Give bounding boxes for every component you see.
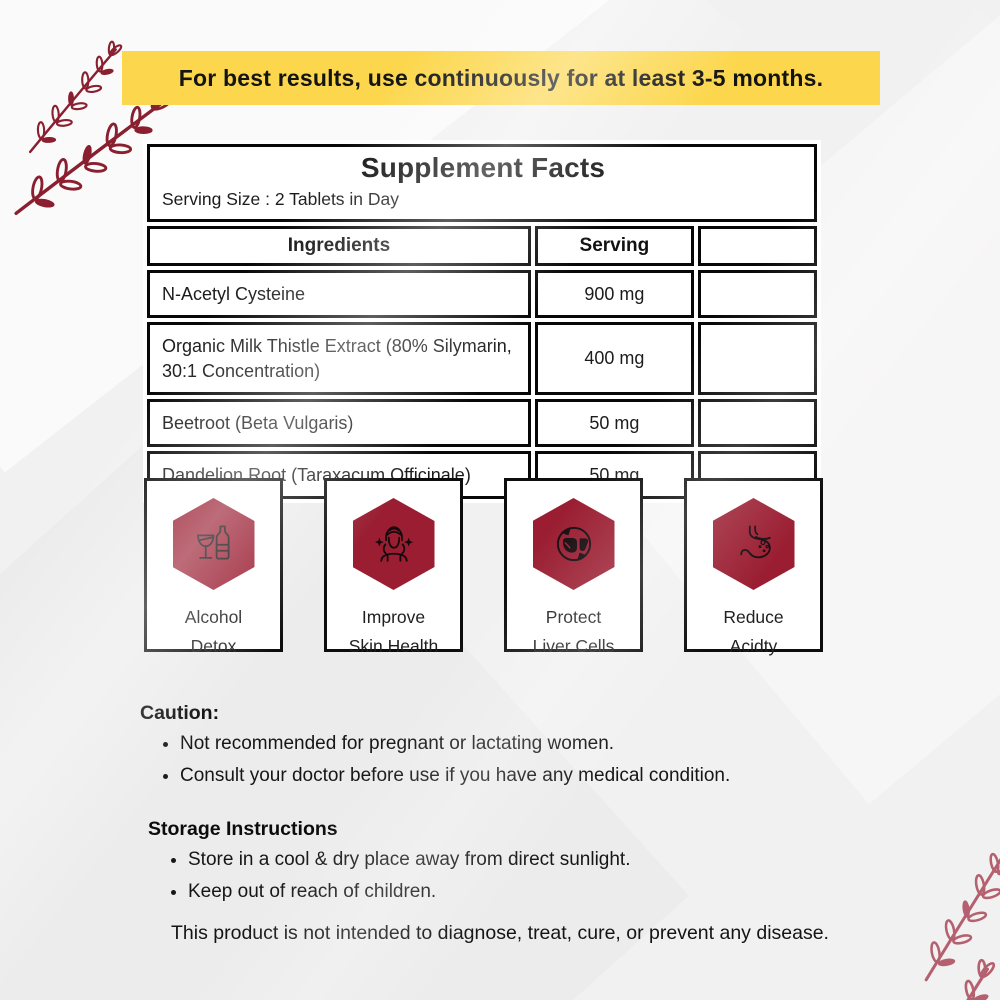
empty-cell [697, 398, 817, 448]
hexagon-badge [352, 498, 435, 590]
supplement-facts-table: Supplement Facts Serving Size : 2 Tablet… [143, 140, 821, 504]
caution-item: Not recommended for pregnant or lactatin… [180, 732, 900, 756]
disclaimer-text: This product is not intended to diagnose… [171, 922, 829, 944]
usage-banner-text: For best results, use continuously for a… [178, 64, 824, 91]
benefit-card-reduce-acidity: Reduce Acidty [684, 478, 823, 656]
ingredient-serving: 400 mg [534, 322, 694, 395]
facts-title: Supplement Facts [360, 152, 606, 183]
storage-item: Keep out of reach of children. [188, 880, 908, 904]
storage-heading: Storage Instructions [148, 818, 338, 840]
hexagon-badge [712, 498, 795, 590]
ingredient-name: N-Acetyl Cysteine [147, 270, 531, 319]
empty-cell [697, 322, 817, 395]
ingredient-name: Organic Milk Thistle Extract (80% Silyma… [147, 322, 531, 395]
benefits-row: Alcohol Detox Improve Skin Hea [144, 478, 823, 656]
benefit-card-improve-skin-health: Improve Skin Health [324, 478, 463, 656]
benefit-card-alcohol-detox: Alcohol Detox [144, 478, 283, 656]
ingredient-name: Beetroot (Beta Vulgaris) [147, 398, 531, 448]
benefit-card-protect-liver-cells: Protect Liver Cells [504, 478, 643, 656]
caution-item: Consult your doctor before use if you ha… [180, 764, 900, 788]
serving-size-text: Serving Size : 2 Tablets in Day [162, 189, 400, 209]
benefit-label: Protect Liver Cells [532, 607, 615, 656]
skincare-woman-icon [374, 526, 413, 562]
column-header-ingredients: Ingredients [147, 226, 531, 266]
empty-cell [697, 270, 817, 319]
benefit-label: Improve Skin Health [348, 607, 439, 656]
caution-heading: Caution: [140, 702, 220, 724]
storage-section: Storage Instructions Store in a cool & d… [148, 818, 908, 912]
column-header-empty [697, 226, 817, 266]
caution-section: Caution: Not recommended for pregnant or… [140, 702, 900, 796]
table-row: N-Acetyl Cysteine 900 mg [147, 270, 817, 319]
benefit-label: Alcohol Detox [184, 607, 243, 656]
storage-item: Store in a cool & dry place away from di… [188, 848, 908, 872]
table-header-row: Ingredients Serving [147, 226, 817, 266]
facts-title-cell: Supplement Facts Serving Size : 2 Tablet… [147, 144, 817, 222]
hexagon-badge [532, 498, 615, 590]
storage-list: Store in a cool & dry place away from di… [148, 848, 908, 904]
liver-renewal-icon [556, 526, 591, 562]
hexagon-badge [172, 498, 255, 590]
table-row: Beetroot (Beta Vulgaris) 50 mg [147, 398, 817, 448]
caution-list: Not recommended for pregnant or lactatin… [140, 732, 900, 788]
supplement-facts-panel: Supplement Facts Serving Size : 2 Tablet… [143, 140, 821, 504]
column-header-serving: Serving [534, 226, 694, 266]
wine-glass-bottle-icon [196, 525, 230, 560]
ingredient-serving: 50 mg [534, 398, 694, 448]
benefit-label: Reduce Acidty [723, 607, 784, 656]
table-row: Organic Milk Thistle Extract (80% Silyma… [147, 322, 817, 395]
ingredient-serving: 900 mg [534, 270, 694, 319]
stomach-icon [739, 525, 771, 559]
usage-banner: For best results, use continuously for a… [122, 51, 880, 105]
